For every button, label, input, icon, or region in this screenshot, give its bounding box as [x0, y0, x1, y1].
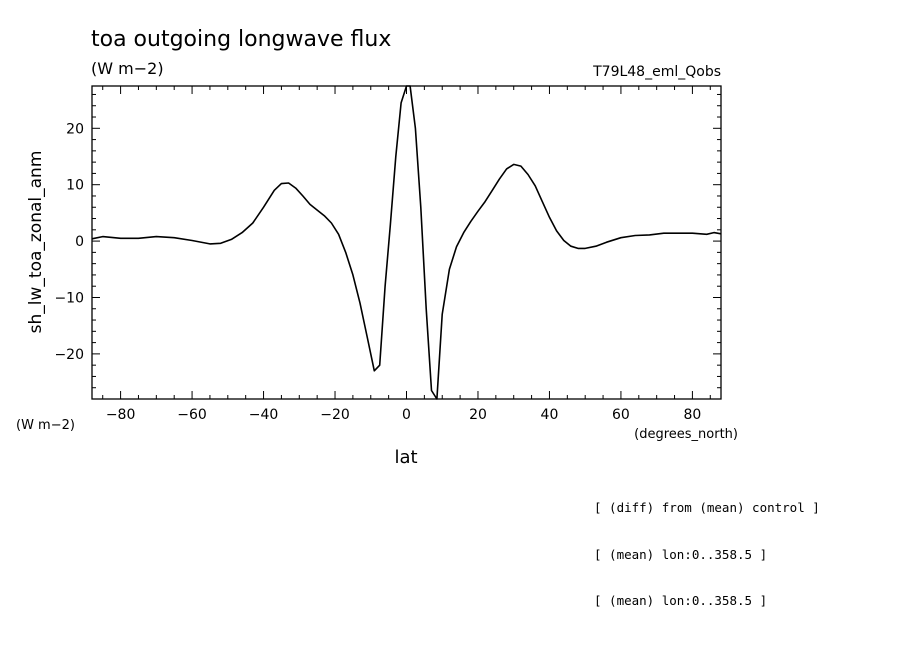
chart-title: toa outgoing longwave flux [91, 27, 391, 52]
x-tick-label: 60 [612, 407, 630, 423]
x-tick-label: −40 [249, 407, 279, 423]
plot-notes: [ (diff) from (mean) control ] [ (mean) … [594, 469, 820, 624]
x-tick-label: −80 [106, 407, 136, 423]
note-line: [ (mean) lon:0..358.5 ] [594, 593, 768, 608]
x-tick-label: 0 [402, 407, 411, 423]
y-axis-tick-labels: −20 −10 0 10 20 [54, 121, 84, 363]
y-axis-ticks [92, 93, 721, 389]
x-tick-label: 40 [541, 407, 559, 423]
x-axis-units: (degrees_north) [634, 427, 738, 442]
note-line: [ (mean) lon:0..358.5 ] [594, 546, 768, 562]
x-axis-tick-labels: −80 −60 −40 −20 0 20 40 60 80 [106, 407, 702, 423]
x-axis-label: lat [394, 447, 417, 468]
y-tick-label: 0 [75, 234, 84, 250]
x-tick-label: −60 [177, 407, 207, 423]
x-tick-label: 20 [469, 407, 487, 423]
x-tick-label: 80 [683, 407, 701, 423]
y-tick-label: −20 [54, 347, 84, 363]
y-axis-label: sh_lw_toa_zonal_anm [26, 151, 46, 334]
note-line: [ (diff) from (mean) control ] [594, 500, 820, 515]
chart-subtitle: (W m−2) [91, 59, 164, 78]
x-axis-ticks [102, 86, 711, 399]
y-tick-label: 20 [66, 121, 84, 137]
y-tick-label: 10 [66, 178, 84, 194]
series-line [91, 85, 722, 400]
plot-frame [91, 85, 722, 400]
x-tick-label: −20 [320, 407, 350, 423]
y-axis-units: (W m−2) [16, 418, 75, 433]
y-tick-label: −10 [54, 290, 84, 306]
run-label: T79L48_eml_Qobs [592, 64, 721, 80]
